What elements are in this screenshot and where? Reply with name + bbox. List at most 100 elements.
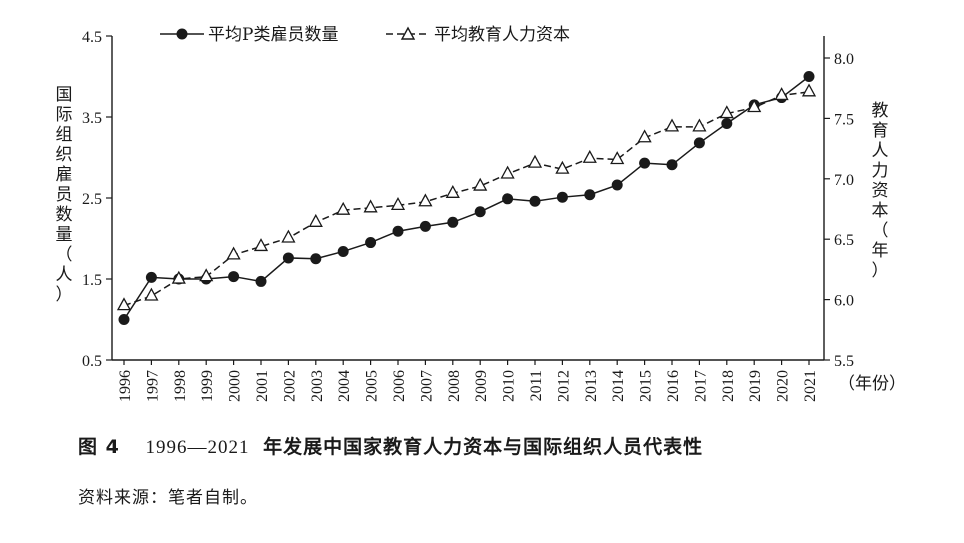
left-axis-label-char: 际 bbox=[56, 105, 73, 125]
right-axis-label-char: 本 bbox=[872, 201, 889, 221]
series-point-employees bbox=[693, 137, 705, 149]
left-tick-label: 3.5 bbox=[82, 110, 102, 127]
right-axis-label-char: ） bbox=[872, 261, 889, 281]
figure-caption: 图 4 1996—2021 年发展中国家教育人力资本与国际组织人员代表性 bbox=[78, 432, 703, 459]
legend-label-human-capital: 平均教育人力资本 bbox=[434, 25, 570, 45]
series-point-employees bbox=[803, 71, 815, 82]
x-tick-label: 2011 bbox=[528, 370, 545, 401]
series-point-human-capital bbox=[747, 99, 762, 113]
x-tick-label: 2013 bbox=[583, 370, 600, 402]
series-point-human-capital bbox=[226, 246, 241, 260]
series-point-human-capital bbox=[199, 268, 214, 282]
right-tick-label: 5.5 bbox=[834, 353, 854, 370]
right-axis-label-char: （ bbox=[872, 221, 889, 241]
x-tick-label: 2007 bbox=[418, 370, 435, 402]
series-point-human-capital bbox=[171, 270, 186, 284]
left-axis-label-char: 员 bbox=[56, 185, 73, 205]
series-point-employees bbox=[337, 245, 349, 257]
left-axis-label-char: （ bbox=[56, 245, 73, 265]
series-point-employees bbox=[118, 314, 130, 325]
left-tick-label: 0.5 bbox=[82, 353, 102, 370]
series-point-human-capital bbox=[336, 201, 351, 215]
series-point-human-capital bbox=[500, 165, 515, 179]
series-point-human-capital bbox=[308, 213, 323, 227]
right-axis-label: 教育人力资本（年） bbox=[872, 101, 889, 281]
series-point-human-capital bbox=[418, 193, 433, 207]
x-tick-label: 2005 bbox=[364, 370, 381, 402]
right-tick-label: 8.0 bbox=[834, 51, 854, 68]
series-point-employees bbox=[474, 206, 486, 218]
right-axis-label-char: 人 bbox=[872, 141, 889, 161]
x-tick-label: 2001 bbox=[254, 370, 271, 402]
left-axis-label-char: 雇 bbox=[56, 165, 73, 185]
series-point-employees bbox=[365, 237, 377, 249]
series-point-human-capital bbox=[664, 118, 680, 132]
right-axis-label-char: 资 bbox=[872, 181, 889, 201]
x-tick-label: 2003 bbox=[309, 370, 326, 402]
series-point-human-capital bbox=[473, 177, 488, 191]
right-axis-label-char: 力 bbox=[872, 161, 889, 181]
x-tick-label: 2020 bbox=[775, 370, 792, 402]
x-tick-label: 1998 bbox=[172, 370, 189, 402]
series-point-employees bbox=[392, 225, 404, 237]
series-layer bbox=[116, 71, 817, 325]
legend-marker-employees bbox=[176, 28, 188, 40]
x-tick-label: 2019 bbox=[747, 370, 764, 402]
x-tick-label: 2008 bbox=[446, 370, 463, 402]
series-point-human-capital bbox=[582, 149, 597, 163]
left-axis-label-char: 数 bbox=[56, 205, 73, 225]
series-point-employees bbox=[502, 193, 514, 205]
series-point-human-capital bbox=[555, 160, 570, 174]
right-tick-label: 6.0 bbox=[834, 293, 854, 310]
caption-prefix: 图 4 bbox=[78, 436, 120, 458]
series-point-human-capital bbox=[774, 87, 789, 101]
left-axis-label-char: 组 bbox=[56, 125, 73, 145]
left-tick-label: 2.5 bbox=[82, 191, 102, 208]
x-tick-label: 2014 bbox=[610, 370, 627, 402]
series-point-human-capital bbox=[445, 184, 460, 198]
x-tick-label: 2016 bbox=[665, 370, 682, 402]
series-point-employees bbox=[282, 252, 294, 264]
caption-text: 年发展中国家教育人力资本与国际组织人员代表性 bbox=[263, 436, 704, 458]
series-point-human-capital bbox=[116, 297, 132, 311]
x-tick-label: 2006 bbox=[391, 370, 408, 402]
x-tick-label: 2010 bbox=[501, 370, 518, 402]
x-axis-unit-label: （年份） bbox=[838, 374, 906, 394]
series-point-employees bbox=[310, 253, 322, 265]
left-axis-label-char: 国 bbox=[56, 85, 73, 105]
x-axis: 1996 1997 1998 1999 2000 2001 2002 2003 2004 2005… bbox=[117, 360, 819, 402]
series-point-employees bbox=[447, 216, 459, 228]
series-point-employees bbox=[584, 189, 596, 201]
x-tick-label: 1996 bbox=[117, 370, 134, 402]
right-tick-label: 6.5 bbox=[834, 232, 854, 249]
left-tick-label: 1.5 bbox=[82, 272, 102, 289]
x-tick-label: 2017 bbox=[692, 370, 709, 402]
caption-years: 1996—2021 bbox=[145, 437, 250, 458]
series-line-1 bbox=[123, 91, 810, 307]
series-point-human-capital bbox=[637, 129, 652, 143]
x-tick-label: 2021 bbox=[802, 370, 819, 402]
legend-marker-human-capital bbox=[400, 26, 416, 40]
chart: 0.51.52.53.54.5 5.56.06.57.07.58.0 1996 1… bbox=[56, 25, 907, 402]
series-point-employees bbox=[666, 159, 678, 171]
series-point-employees bbox=[145, 271, 157, 283]
series-point-employees bbox=[255, 275, 267, 287]
series-point-human-capital bbox=[363, 199, 378, 213]
series-point-human-capital bbox=[719, 105, 734, 119]
x-tick-label: 2015 bbox=[638, 370, 655, 402]
right-axis-label-char: 教 bbox=[872, 101, 889, 121]
series-point-human-capital bbox=[281, 229, 296, 243]
right-tick-label: 7.5 bbox=[834, 111, 854, 128]
left-axis: 0.5 1.5 2.5 3.5 4.5 bbox=[82, 29, 112, 370]
left-tick-label: 4.5 bbox=[82, 29, 102, 46]
right-axis-label-char: 育 bbox=[872, 121, 889, 141]
right-axis: 5.5 6.0 6.5 7.0 7.5 8.0 bbox=[824, 51, 854, 370]
series-point-human-capital bbox=[610, 151, 625, 165]
series-point-human-capital bbox=[692, 118, 707, 132]
x-tick-label: 1997 bbox=[144, 370, 161, 402]
series-point-employees bbox=[529, 195, 541, 207]
series-point-human-capital bbox=[527, 154, 543, 168]
series-point-employees bbox=[611, 179, 623, 191]
x-tick-label: 2012 bbox=[555, 370, 572, 402]
